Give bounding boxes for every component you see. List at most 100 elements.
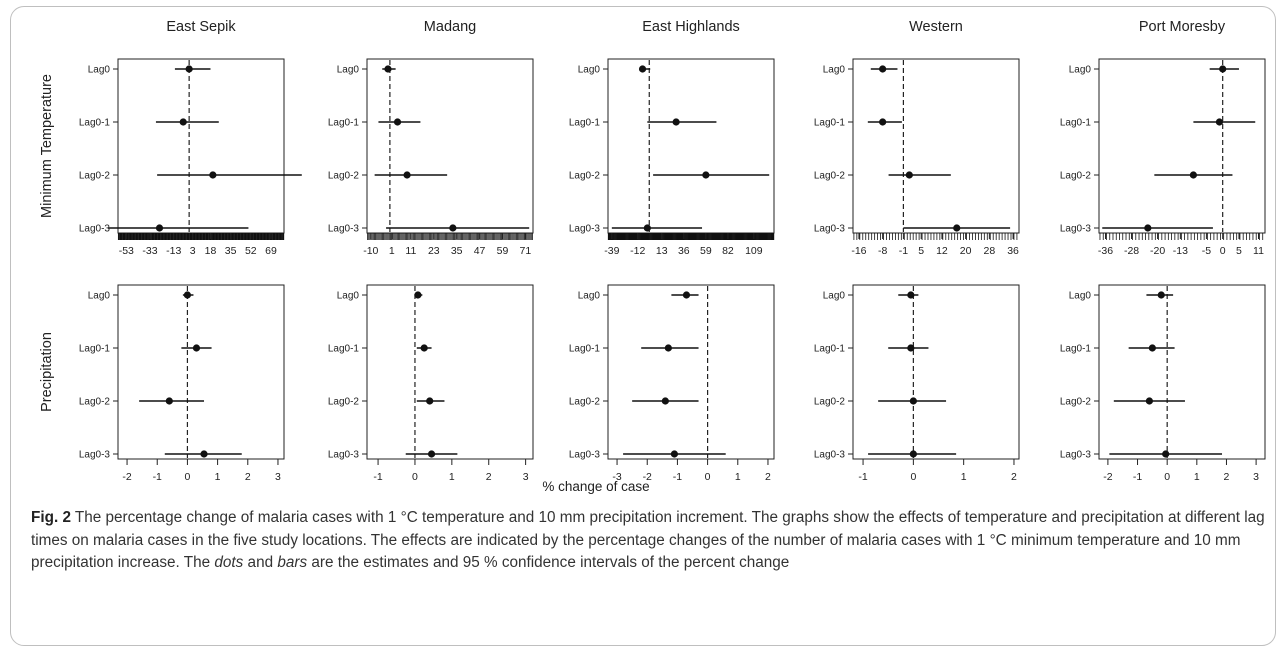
x-tick-label: 52: [245, 245, 257, 257]
x-tick-label: 0: [705, 471, 711, 483]
estimate-dot: [953, 224, 961, 232]
x-tick-label: 5: [918, 245, 924, 257]
y-tick-label: Lag0-3: [814, 224, 846, 235]
x-tick-label: -3: [612, 471, 621, 483]
estimate-dot: [426, 397, 434, 405]
x-tick-label: -33: [142, 245, 157, 257]
y-tick-label: Lag0-1: [79, 118, 111, 129]
estimate-dot: [200, 450, 208, 458]
y-tick-label: Lag0-2: [328, 397, 360, 408]
caption-text-3: are the estimates and 95 % confidence in…: [307, 554, 790, 571]
panel-1-4: -16 -8 -1 5 12 20 28 36 Lag0 Lag0-1 Lag0-2 Lag0-3: [814, 58, 1020, 257]
figure-frame: East Sepik Madang East Highlands Western Por…: [10, 6, 1276, 646]
x-tick-label: -12: [630, 245, 645, 257]
x-tick-label: -2: [643, 471, 652, 483]
y-tick-label: Lag0-3: [328, 450, 360, 461]
x-tick-label: -1: [673, 471, 682, 483]
row-label-1: Minimum Temperature: [39, 74, 55, 218]
estimate-dot: [403, 171, 411, 179]
x-tick-label: 0: [1164, 471, 1170, 483]
caption-text-1: The percentage change of malaria cases w…: [31, 509, 1265, 571]
x-tick-label: 0: [910, 471, 916, 483]
panel-2-1: -2 -1 0 1 2 3 Lag0 Lag0-1 Lag0-2 Lag0-3: [79, 284, 285, 483]
y-tick-label: Lag0-1: [569, 118, 601, 129]
row-label-2: Precipitation: [39, 332, 55, 412]
estimate-dot: [672, 118, 680, 126]
y-tick-label: Lag0-1: [328, 344, 360, 355]
estimate-dot: [905, 171, 913, 179]
x-tick-label: 0: [1220, 245, 1226, 257]
x-tick-label: 59: [497, 245, 509, 257]
estimate-dot: [179, 118, 187, 126]
x-tick-label: 1: [215, 471, 221, 483]
estimate-dot: [165, 397, 173, 405]
estimate-dot: [909, 397, 917, 405]
panel-frame: [1098, 58, 1266, 234]
x-tick-label: 36: [1007, 245, 1019, 257]
column-title-2: Madang: [424, 19, 476, 35]
panel-frame: [852, 284, 1020, 460]
x-tick-label: -28: [1124, 245, 1139, 257]
panel-2-3: -3 -2 -1 0 1 2 Lag0 Lag0-1 Lag0-2 Lag0-3: [569, 284, 775, 483]
estimate-dot: [1189, 171, 1197, 179]
y-tick-label: Lag0: [823, 291, 846, 302]
estimate-dot: [1145, 397, 1153, 405]
x-tick-label: 35: [451, 245, 463, 257]
x-tick-label: 35: [225, 245, 237, 257]
x-tick-label: 5: [1236, 245, 1242, 257]
figure-caption: Fig. 2 The percentage change of malaria …: [31, 507, 1266, 575]
y-tick-label: Lag0-1: [1060, 344, 1092, 355]
x-tick-label: -2: [122, 471, 131, 483]
panel-frame: [117, 284, 285, 460]
x-tick-label: 2: [1011, 471, 1017, 483]
y-tick-label: Lag0: [578, 65, 601, 76]
y-tick-label: Lag0: [337, 65, 360, 76]
x-tick-label: 2: [245, 471, 251, 483]
estimate-dot: [670, 450, 679, 458]
y-tick-label: Lag0-3: [569, 224, 601, 235]
forest-plot-figure: East Sepik Madang East Highlands Western Por…: [39, 19, 1266, 494]
x-tick-label: 1: [1194, 471, 1200, 483]
panel-frame: [1098, 284, 1266, 460]
y-tick-label: Lag0: [88, 65, 111, 76]
y-tick-label: Lag0-2: [814, 397, 846, 408]
estimate-dot: [702, 171, 710, 179]
estimate-dot: [209, 171, 217, 179]
estimate-dot: [185, 65, 193, 73]
y-tick-label: Lag0-1: [814, 344, 846, 355]
estimate-dot: [427, 450, 436, 458]
x-tick-label: 82: [722, 245, 734, 257]
y-tick-label: Lag0-1: [814, 118, 846, 129]
panel-frame: [366, 284, 534, 460]
x-tick-label: -10: [363, 245, 378, 257]
y-tick-label: Lag0-2: [569, 397, 601, 408]
estimate-dot: [1144, 224, 1152, 232]
y-tick-label: Lag0: [1069, 291, 1092, 302]
caption-text-2: and: [243, 554, 278, 571]
estimate-dot: [638, 65, 647, 73]
estimate-dot: [907, 291, 915, 299]
x-tick-label: 1: [961, 471, 967, 483]
x-tick-label: 0: [412, 471, 418, 483]
estimate-dot: [664, 344, 672, 352]
x-tick-label: -2: [1103, 471, 1112, 483]
x-tick-label: 71: [520, 245, 532, 257]
y-tick-label: Lag0-1: [79, 344, 111, 355]
x-tick-label: -39: [604, 245, 619, 257]
panel-2-4: -1 0 1 2 Lag0 Lag0-1 Lag0-2 Lag0-3: [814, 284, 1020, 483]
x-tick-label: -1: [373, 471, 382, 483]
estimate-dot: [1148, 344, 1156, 352]
y-tick-label: Lag0-1: [1060, 118, 1092, 129]
x-tick-label: 20: [960, 245, 972, 257]
figure-label: Fig. 2: [31, 509, 71, 526]
estimate-dot: [909, 450, 917, 458]
y-tick-label: Lag0-3: [814, 450, 846, 461]
x-tick-label: 3: [1253, 471, 1259, 483]
caption-dots: dots: [214, 554, 244, 571]
panel-frame: [117, 58, 285, 234]
y-tick-label: Lag0-3: [569, 450, 601, 461]
y-tick-label: Lag0: [578, 291, 601, 302]
caption-bars: bars: [277, 554, 308, 571]
panel-frame: [366, 58, 534, 234]
x-tick-label: 1: [735, 471, 741, 483]
